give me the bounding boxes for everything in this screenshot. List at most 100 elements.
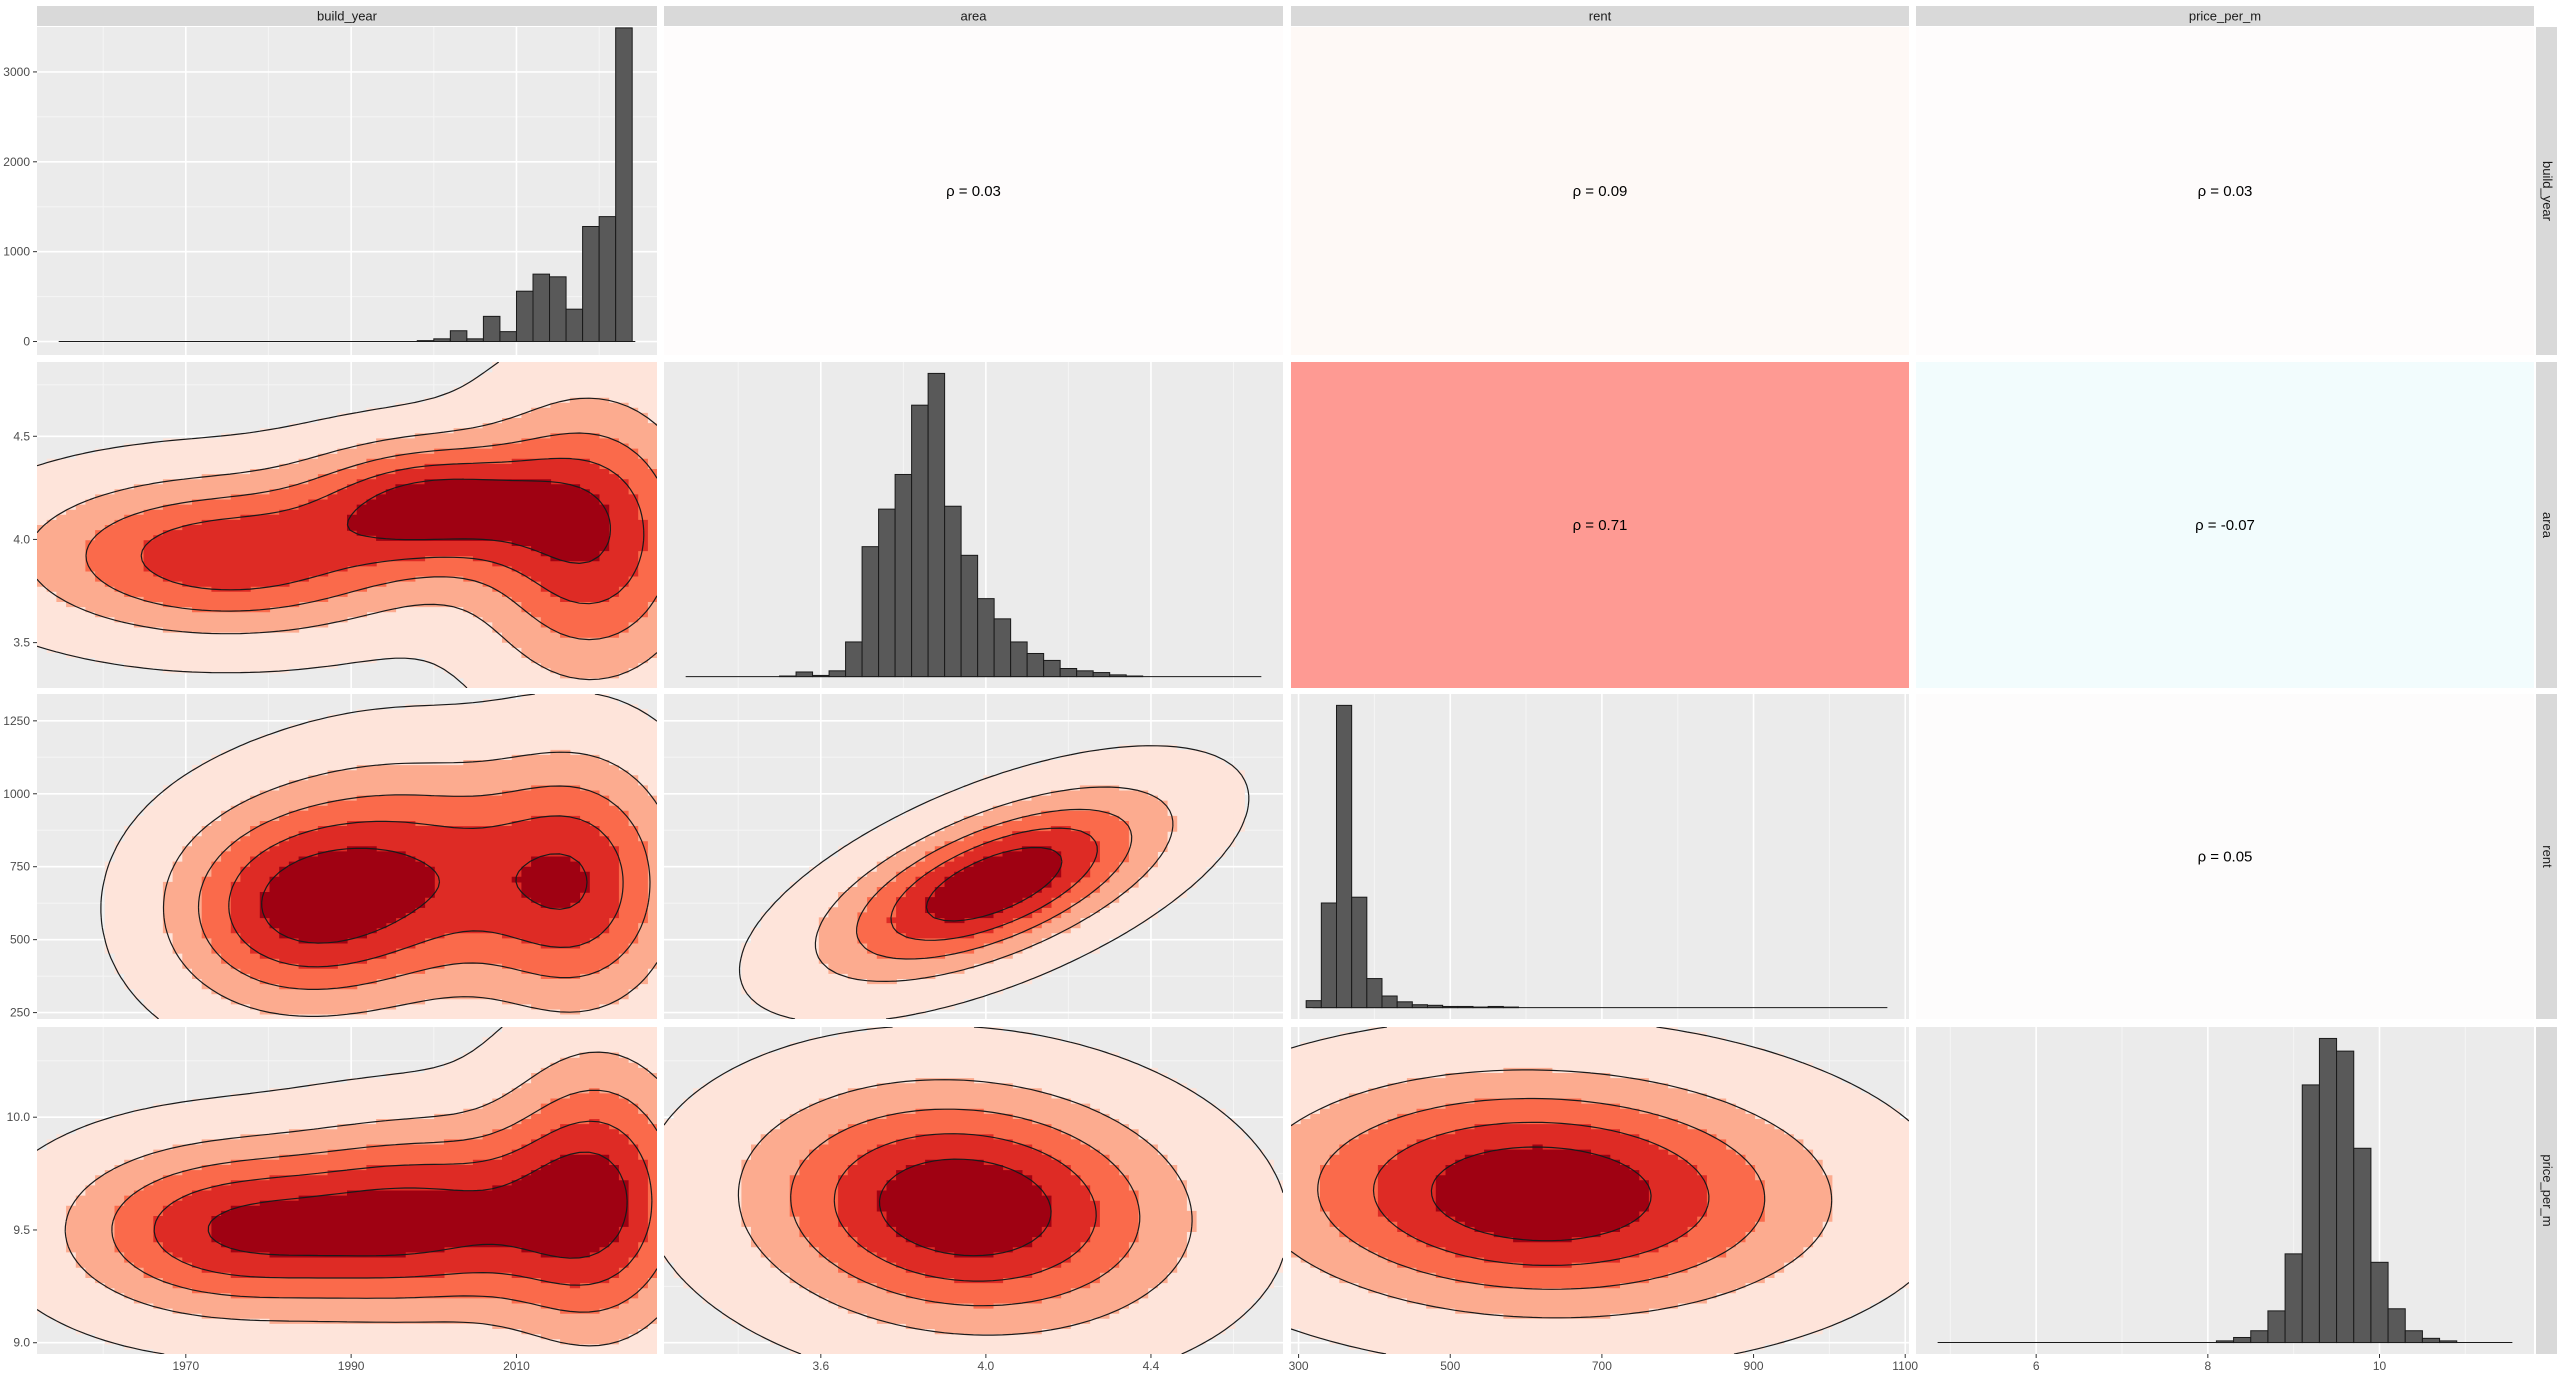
correlation-label-price_per_m-area: ρ = -0.07 <box>2195 517 2255 534</box>
density-level-contour <box>228 815 624 968</box>
histogram-bars-price_per_m <box>2215 1037 2458 1344</box>
density-level-contour <box>833 1133 1097 1282</box>
histogram-bar <box>779 675 797 678</box>
histogram-bar <box>2215 1340 2235 1344</box>
histogram-bar <box>944 505 962 678</box>
histogram-bar <box>1125 675 1144 678</box>
density-level-contour <box>207 1151 628 1259</box>
density-level-contour <box>37 362 500 688</box>
density-level-contour <box>737 1079 1193 1336</box>
y-tick-label-rent: 1000 <box>3 787 30 801</box>
histogram-bar <box>1043 659 1061 678</box>
y-tick-label-price_per_m: 9.5 <box>13 1223 30 1237</box>
row-strip-rent <box>2536 694 2557 1019</box>
column-strip-area <box>664 6 1283 26</box>
x-tick-label-area: 4.0 <box>978 1359 995 1373</box>
histogram-bar <box>1487 1005 1504 1009</box>
density-level-area <box>347 479 610 562</box>
histogram-bar <box>2250 1330 2269 1344</box>
y-tick-label-build_year: 1000 <box>3 245 30 259</box>
density-panel-build_year-area-contours <box>37 362 657 688</box>
density-level-contour <box>37 1027 503 1354</box>
correlation-label-area-build_year: ρ = 0.03 <box>946 183 1001 200</box>
density-level-contour <box>1291 1027 1909 1354</box>
column-strip-label-rent: rent <box>1589 9 1612 24</box>
x-tick-label-build_year: 1970 <box>172 1359 199 1373</box>
row-strip-area <box>2536 362 2557 688</box>
density-level-contour <box>925 846 1063 922</box>
correlation-tile-price_per_m-build_year <box>1916 27 2534 355</box>
correlation-tile-rent-area <box>1291 362 1909 688</box>
row-strip-label-build_year: build_year <box>2540 161 2555 222</box>
histogram-bar <box>1366 978 1383 1009</box>
density-level-contour <box>1372 1121 1710 1266</box>
x-tick-label-price_per_m: 8 <box>2204 1359 2211 1373</box>
x-tick-label-price_per_m: 10 <box>2373 1359 2387 1373</box>
histogram-bar <box>598 216 617 343</box>
density-level-contour <box>153 1120 653 1286</box>
density-level-contour <box>814 786 1174 982</box>
histogram-bar <box>2404 1330 2423 1344</box>
column-strip-label-build_year: build_year <box>317 9 378 24</box>
histogram-bar <box>2318 1037 2338 1344</box>
histogram-bar <box>1472 1006 1489 1009</box>
histogram-bar <box>1305 1000 1322 1009</box>
x-tick-label-area: 4.4 <box>1143 1359 1160 1373</box>
column-strip-label-area: area <box>960 9 987 24</box>
histogram-bar <box>1502 1006 1519 1009</box>
histogram-bar <box>878 508 896 678</box>
density-level-contour <box>261 847 588 944</box>
correlation-label-price_per_m-rent: ρ = 0.05 <box>2198 849 2253 866</box>
y-tick-label-price_per_m: 10.0 <box>7 1110 31 1124</box>
histogram-panel-rent-gridlines <box>1297 694 1907 1019</box>
density-panel-build_year-rent-contours <box>100 694 657 1019</box>
correlation-tile-price_per_m-area <box>1916 362 2534 688</box>
x-tick-label-build_year: 1990 <box>338 1359 365 1373</box>
histogram-bar <box>812 674 830 678</box>
y-tick-label-area: 3.5 <box>13 636 30 650</box>
histogram-bar <box>2439 1340 2458 1344</box>
density-level-area <box>1435 1144 1649 1243</box>
histogram-bar <box>894 473 913 678</box>
histogram-bar <box>911 404 929 678</box>
histogram-bar <box>515 290 534 343</box>
density-level-contour <box>1291 1069 1833 1319</box>
correlation-label-price_per_m-build_year: ρ = 0.03 <box>2198 183 2253 200</box>
histogram-bar <box>1426 1004 1444 1009</box>
histogram-bar <box>466 338 484 343</box>
histogram-bar <box>2421 1337 2441 1344</box>
density-level-area <box>259 846 590 944</box>
y-tick-label-rent: 750 <box>10 860 30 874</box>
density-level-fill <box>211 1154 629 1258</box>
y-tick-label-price_per_m: 9.0 <box>13 1336 30 1350</box>
x-tick-label-rent: 300 <box>1289 1359 1309 1373</box>
density-level-contour <box>140 457 645 605</box>
histogram-bar <box>1320 902 1337 1009</box>
y-tick-label-build_year: 2000 <box>3 155 30 169</box>
histogram-bar <box>960 554 979 678</box>
histogram-bar <box>2353 1147 2372 1344</box>
density-level-contour <box>162 751 657 1017</box>
histogram-panel-price_per_m-gridlines <box>1949 1027 2466 1354</box>
y-tick-label-rent: 250 <box>10 1006 30 1020</box>
density-level-contour <box>111 1089 657 1313</box>
histogram-bar <box>482 315 501 343</box>
histogram-bar <box>582 225 600 343</box>
density-level-contour <box>664 1027 1283 1354</box>
histogram-bars-rent <box>1305 704 1519 1009</box>
density-level-area <box>925 846 1062 924</box>
histogram-bar <box>828 670 847 678</box>
density-level-fill <box>925 846 1062 924</box>
histogram-bar <box>532 273 551 343</box>
histogram-bar <box>1076 670 1094 678</box>
row-strip-label-area: area <box>2540 512 2555 539</box>
density-panel-build_year-price_per_m-contours <box>37 1027 657 1354</box>
y-tick-label-rent: 500 <box>10 933 30 947</box>
histogram-bar <box>1381 995 1398 1009</box>
histogram-bar <box>2370 1261 2389 1344</box>
column-strip-build_year <box>37 6 657 26</box>
row-strip-build_year <box>2536 27 2557 355</box>
histogram-bar <box>1092 672 1111 678</box>
x-tick-label-price_per_m: 6 <box>2033 1359 2040 1373</box>
